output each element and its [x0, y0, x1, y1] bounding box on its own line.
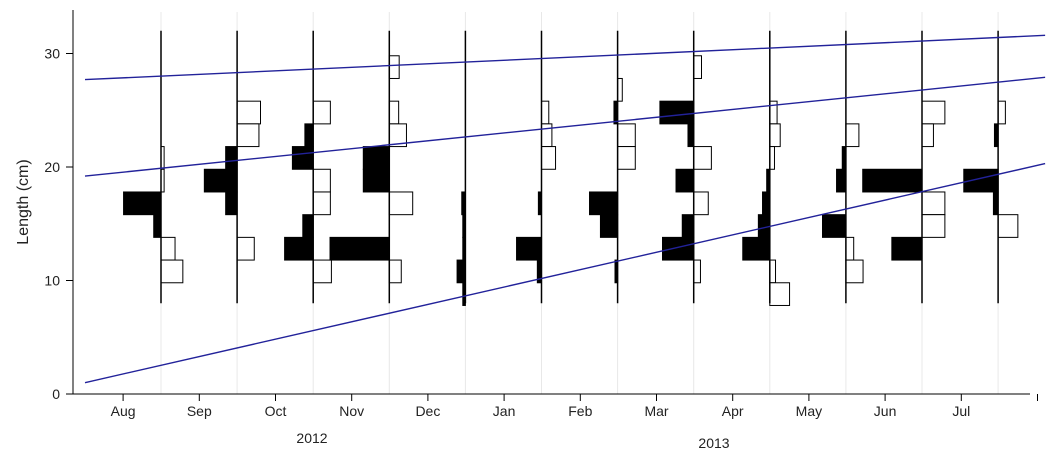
histogram-bar-filled [891, 236, 923, 261]
y-tick-label: 30 [44, 46, 60, 62]
histogram-bar-open [769, 123, 781, 148]
histogram-bar-filled [304, 123, 314, 148]
histogram-bar-open [541, 146, 557, 170]
histogram-bar-filled [516, 236, 542, 261]
histogram-bar-filled [302, 214, 314, 238]
histogram-bar-filled [681, 214, 695, 238]
histogram-bar-open [693, 191, 709, 216]
histogram-bar-open [997, 100, 1006, 125]
y-tick-label: 10 [44, 273, 60, 289]
histogram-bar-filled [225, 191, 238, 216]
histogram-bar-filled [687, 123, 695, 148]
histogram-bar-filled [757, 214, 771, 238]
histogram-bar-open [769, 282, 791, 306]
year-label: 2012 [296, 430, 327, 446]
x-tick-label: Jun [874, 403, 897, 419]
sample-baselines [160, 30, 999, 304]
histogram-bar-filled [329, 236, 390, 261]
histogram-bar-filled [662, 236, 695, 261]
histogram-bar-open [388, 191, 414, 216]
histogram-bar-open [997, 214, 1019, 238]
x-tick-label: Dec [415, 403, 440, 419]
x-tick-label: Aug [111, 403, 136, 419]
x-tick-label: Jul [952, 403, 970, 419]
tick-labels: 0 10 20 30 Aug Sep Oct Nov Dec Jan Feb Mar Apr May Jun… [44, 46, 1038, 451]
y-axis-title: Length (cm) [15, 159, 32, 244]
histogram-bar-filled [456, 259, 466, 284]
histogram-bar-open [388, 100, 400, 125]
histogram-bar-open [236, 236, 255, 261]
histogram-bar-filled [362, 168, 390, 193]
histogram-bar-filled [822, 214, 847, 238]
x-tick-label: Feb [568, 403, 592, 419]
growth-curve [84, 162, 1046, 384]
histogram-bar-open [236, 100, 262, 125]
histogram-bar-open [921, 123, 934, 148]
histogram-bar-open [769, 259, 777, 284]
histogram-bar-open [845, 259, 864, 284]
histogram-bar-open [693, 146, 712, 170]
histogram-bar-open [160, 259, 184, 284]
histogram-bar-open [921, 191, 946, 216]
x-tick-label: Nov [339, 403, 364, 419]
year-label: 2013 [698, 435, 729, 451]
histogram-bar-open [921, 214, 946, 238]
histogram-bar-filled [599, 214, 619, 238]
histogram-bar-open [312, 191, 331, 216]
histogram-bar-filled [362, 146, 390, 170]
histogram-bar-filled [762, 191, 771, 216]
x-tick-label: Sep [187, 403, 212, 419]
x-tick-label: Mar [644, 403, 668, 419]
histogram-bar-filled [836, 168, 847, 193]
histogram-bar-open [921, 100, 946, 125]
histogram-bar-open [388, 55, 400, 79]
histogram-bar-filled [291, 146, 314, 170]
histogram-bar-filled [203, 168, 238, 193]
x-tick-label: Jan [493, 403, 516, 419]
histogram-bar-open [617, 123, 636, 148]
histogram-bar-filled [862, 168, 923, 193]
x-tick-label: May [796, 403, 822, 419]
histogram-bar-filled [225, 146, 238, 170]
y-tick-label: 0 [52, 386, 60, 402]
y-tick-label: 20 [44, 159, 60, 175]
histogram-bars [123, 55, 1019, 306]
histogram-bar-filled [123, 191, 162, 216]
histogram-bar-open [312, 100, 331, 125]
axes [72, 10, 1030, 395]
growth-curve [84, 76, 1046, 177]
histogram-bar-filled [153, 214, 162, 238]
growth-curve [84, 34, 1046, 81]
histogram-bar-filled [675, 168, 695, 193]
histogram-bar-filled [659, 100, 695, 125]
histogram-bar-open [236, 123, 260, 148]
histogram-bar-open [845, 123, 860, 148]
histogram-bar-open [541, 100, 550, 125]
growth-curves [84, 34, 1046, 384]
histogram-bar-open [388, 259, 402, 284]
x-tick-label: Oct [265, 403, 287, 419]
histogram-bar-open [312, 259, 332, 284]
histogram-bar-filled [742, 236, 771, 261]
histogram-bar-filled [284, 236, 314, 261]
histogram-bar-open [541, 123, 553, 148]
histogram-bar-open [160, 236, 176, 261]
histogram-bar-open [693, 55, 703, 79]
x-tick-label: Apr [722, 403, 744, 419]
histogram-bar-open [693, 259, 701, 284]
histogram-bar-open [617, 146, 636, 170]
histogram-bar-filled [589, 191, 619, 216]
histogram-bar-open [845, 236, 855, 261]
histogram-bar-open [312, 168, 331, 193]
